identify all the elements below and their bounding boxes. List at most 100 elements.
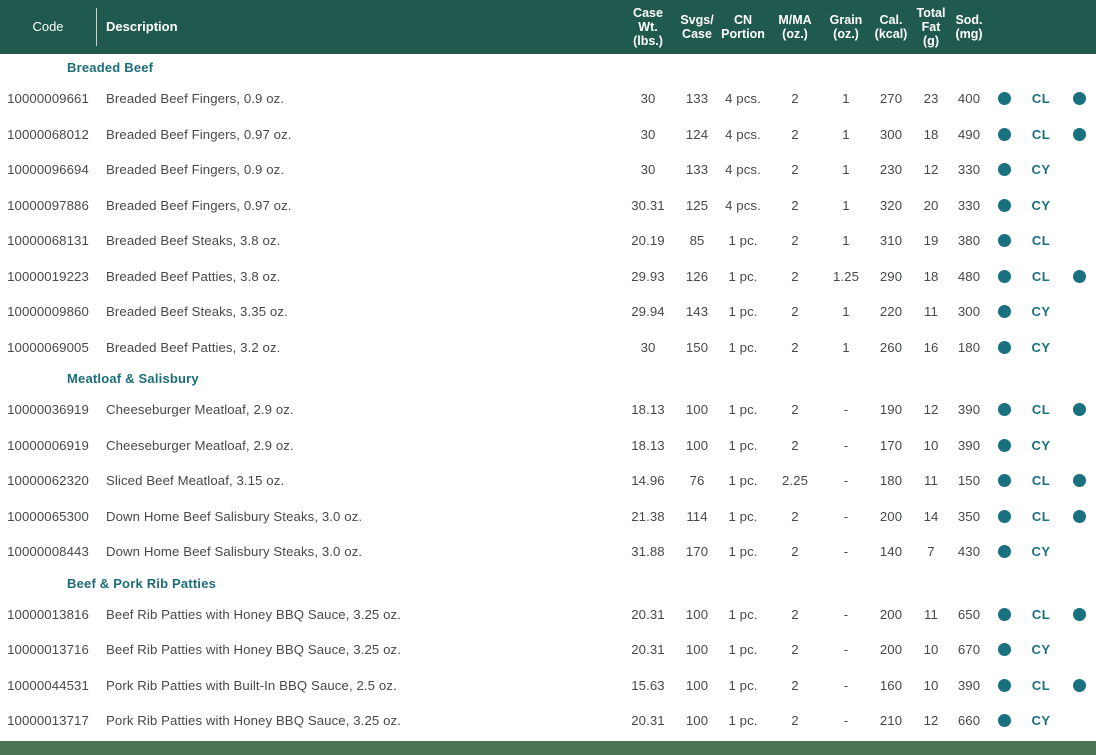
cell-mma: 2 <box>791 402 799 418</box>
cell-sod: 390 <box>957 402 981 418</box>
table-row: 10000006919 Cheeseburger Meatloaf, 2.9 o… <box>0 428 1096 464</box>
cell-case-wt: 20.31 <box>631 642 665 658</box>
cell-svgs-case: 100 <box>685 713 709 729</box>
cell-grain: 1 <box>842 126 850 142</box>
cell-total-fat: 10 <box>923 437 939 453</box>
cell-description: Beef Rib Patties with Honey BBQ Sauce, 3… <box>106 642 401 658</box>
cell-svgs-case: 100 <box>685 642 709 658</box>
cell-svgs-case: 125 <box>685 197 709 213</box>
dot-right-icon <box>1072 269 1086 283</box>
dot-left-icon <box>997 163 1011 177</box>
col-header-cal: Cal. (kcal) <box>874 13 908 41</box>
cell-dot-right <box>1062 234 1096 247</box>
dot-right-icon <box>1072 127 1086 141</box>
dot-left-icon <box>997 545 1011 559</box>
table-header-row: Code Description Case Wt. (lbs.) Svgs/ C… <box>0 0 1096 54</box>
cell-cal: 320 <box>879 197 903 213</box>
cell-description: Pork Rib Patties with Built-In BBQ Sauce… <box>106 677 397 693</box>
badge-cl-cy: CY <box>1031 197 1051 213</box>
cell-cal: 190 <box>879 402 903 418</box>
section-title: Meatloaf & Salisbury <box>67 371 199 386</box>
cell-svgs-case: 100 <box>685 437 709 453</box>
badge-cl-cy: CL <box>1031 233 1051 249</box>
cell-sod: 670 <box>957 642 981 658</box>
footer-bar <box>0 741 1096 755</box>
cell-mma: 2 <box>791 233 799 249</box>
table-row: 10000013716 Beef Rib Patties with Honey … <box>0 632 1096 668</box>
cell-code: 10000044531 <box>7 677 89 693</box>
cell-dot-left <box>988 403 1020 417</box>
table-row: 10000044531 Pork Rib Patties with Built-… <box>0 668 1096 704</box>
cell-case-wt: 30 <box>640 91 656 107</box>
col-header-svgs-case: Svgs/ Case <box>680 13 714 41</box>
cell-case-wt: 18.13 <box>631 402 665 418</box>
cell-cal: 230 <box>879 162 903 178</box>
cell-case-wt: 20.31 <box>631 713 665 729</box>
cell-dot-left <box>988 163 1020 177</box>
cell-total-fat: 12 <box>923 162 939 178</box>
cell-cn-portion: 1 pc. <box>728 677 758 693</box>
cell-dot-left <box>988 269 1020 283</box>
cell-mma: 2 <box>791 606 799 622</box>
cell-cn-portion: 1 pc. <box>728 268 758 284</box>
cell-mma: 2 <box>791 544 799 560</box>
cell-cal: 180 <box>879 473 903 489</box>
dot-left-icon <box>997 474 1011 488</box>
section-header-row: Meatloaf & Salisbury <box>0 365 1096 392</box>
cell-grain: 1 <box>842 339 850 355</box>
cell-grain: 1 <box>842 91 850 107</box>
cell-description: Breaded Beef Patties, 3.8 oz. <box>106 268 281 284</box>
dot-left-icon <box>997 438 1011 452</box>
cell-svgs-case: 114 <box>686 508 708 524</box>
cell-sod: 330 <box>957 162 981 178</box>
cell-dot-right <box>1062 678 1096 692</box>
badge-cl-cy: CL <box>1031 677 1051 693</box>
cell-code: 10000036919 <box>7 402 89 418</box>
cell-code: 10000096694 <box>7 162 89 178</box>
cell-dot-right <box>1062 341 1096 354</box>
cell-grain: - <box>843 677 849 693</box>
cell-code: 10000013716 <box>7 642 89 658</box>
table-row: 10000013717 Pork Rib Patties with Honey … <box>0 703 1096 739</box>
badge-cl-cy: CL <box>1031 606 1051 622</box>
cell-cal: 200 <box>879 508 903 524</box>
cell-cal: 300 <box>879 126 903 142</box>
cell-sod: 390 <box>957 677 981 693</box>
cell-svgs-case: 133 <box>685 162 709 178</box>
table-row: 10000097886 Breaded Beef Fingers, 0.97 o… <box>0 188 1096 224</box>
cell-sod: 180 <box>957 339 981 355</box>
cell-mma: 2 <box>791 508 799 524</box>
cell-cn-portion: 4 pcs. <box>725 91 761 107</box>
cell-dot-right <box>1062 474 1096 488</box>
cell-case-wt: 29.94 <box>631 304 665 320</box>
col-header-cn-portion: CN Portion <box>721 13 765 41</box>
cell-description: Breaded Beef Patties, 3.2 oz. <box>106 339 281 355</box>
cell-svgs-case: 100 <box>685 677 709 693</box>
table-row: 10000036919 Cheeseburger Meatloaf, 2.9 o… <box>0 392 1096 428</box>
cell-cn-portion: 1 pc. <box>728 473 758 489</box>
cell-dot-right <box>1062 643 1096 656</box>
cell-dot-left <box>988 545 1020 559</box>
badge-cl-cy: CL <box>1031 402 1051 418</box>
cell-mma: 2 <box>791 437 799 453</box>
cell-sod: 150 <box>957 473 981 489</box>
cell-svgs-case: 100 <box>685 606 709 622</box>
cell-dot-left <box>988 234 1020 248</box>
badge-cl-cy: CY <box>1031 713 1051 729</box>
badge-cl-cy: CL <box>1031 508 1051 524</box>
cell-case-wt: 14.96 <box>631 473 665 489</box>
cell-dot-left <box>988 438 1020 452</box>
cell-description: Down Home Beef Salisbury Steaks, 3.0 oz. <box>106 544 363 560</box>
cell-cn-portion: 1 pc. <box>728 642 758 658</box>
cell-sod: 350 <box>957 508 981 524</box>
cell-code: 10000068131 <box>7 233 89 249</box>
cell-total-fat: 11 <box>924 606 938 622</box>
table-row: 10000009860 Breaded Beef Steaks, 3.35 oz… <box>0 294 1096 330</box>
table-row: 10000008443 Down Home Beef Salisbury Ste… <box>0 534 1096 570</box>
table-row: 10000068131 Breaded Beef Steaks, 3.8 oz.… <box>0 223 1096 259</box>
dot-left-icon <box>997 509 1011 523</box>
cell-description: Breaded Beef Fingers, 0.9 oz. <box>106 91 285 107</box>
cell-dot-left <box>988 127 1020 141</box>
cell-total-fat: 23 <box>923 91 939 107</box>
cell-description: Breaded Beef Steaks, 3.8 oz. <box>106 233 281 249</box>
